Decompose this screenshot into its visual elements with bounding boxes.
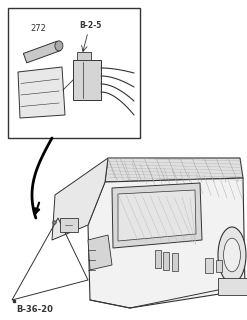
Ellipse shape <box>218 227 246 283</box>
Ellipse shape <box>55 41 63 51</box>
Text: 272: 272 <box>30 23 46 33</box>
Ellipse shape <box>224 238 240 272</box>
Text: B-2-5: B-2-5 <box>79 20 101 29</box>
Polygon shape <box>52 158 108 240</box>
Bar <box>163 252 169 270</box>
Polygon shape <box>118 190 196 241</box>
Polygon shape <box>88 178 245 308</box>
Bar <box>73 60 101 100</box>
Bar <box>8 8 140 138</box>
Polygon shape <box>112 183 202 248</box>
Bar <box>216 260 222 272</box>
Polygon shape <box>88 235 112 270</box>
Bar <box>172 253 178 271</box>
Bar <box>205 258 213 273</box>
Bar <box>155 250 161 268</box>
Polygon shape <box>23 41 61 63</box>
Polygon shape <box>218 278 247 295</box>
Bar <box>77 52 91 60</box>
Polygon shape <box>105 158 243 182</box>
Bar <box>60 218 78 232</box>
Text: B-36-20: B-36-20 <box>17 306 53 315</box>
Polygon shape <box>18 67 65 118</box>
